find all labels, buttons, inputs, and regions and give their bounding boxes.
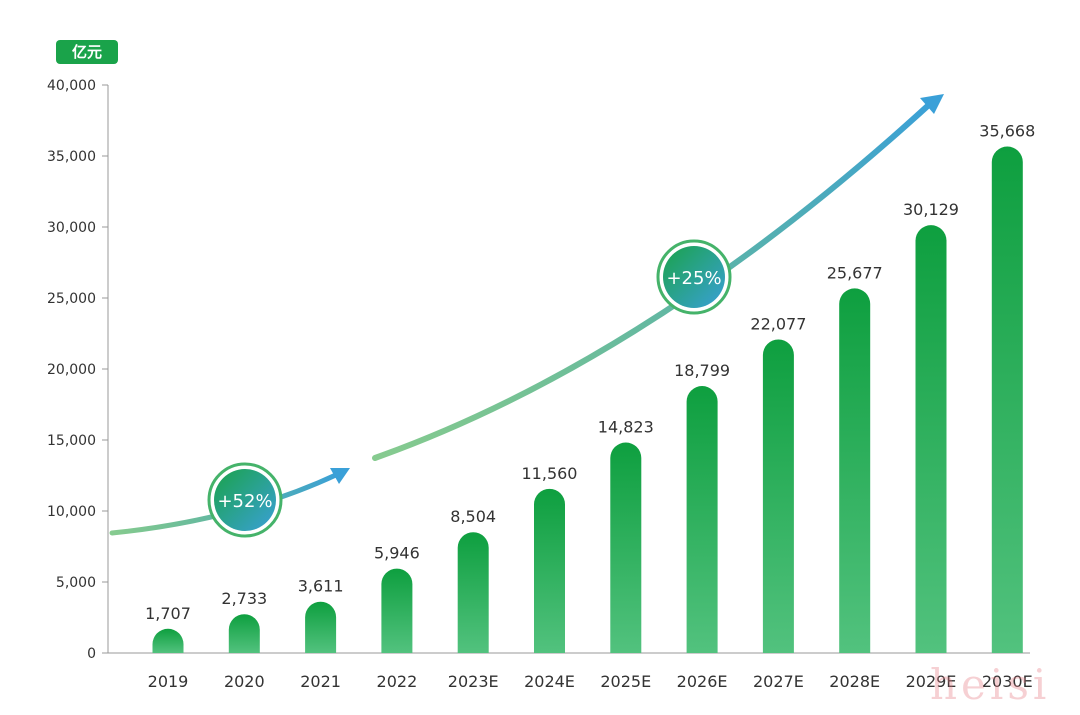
value-label: 5,946 — [374, 544, 420, 563]
bar-2025e — [610, 442, 642, 653]
value-label: 2,733 — [221, 589, 267, 608]
y-tick-label: 40,000 — [47, 78, 96, 94]
bar-2019 — [152, 628, 184, 653]
watermark: heisi — [930, 660, 1051, 709]
y-tick-label: 5,000 — [56, 575, 96, 591]
value-label: 8,504 — [450, 507, 496, 526]
x-tick-label: 2022 — [377, 672, 418, 691]
value-label: 30,129 — [903, 200, 959, 219]
y-tick-label: 25,000 — [47, 291, 96, 307]
growth-badge-label: +52% — [217, 491, 272, 512]
x-tick-label: 2027E — [753, 672, 804, 691]
growth-arrow-1-head — [330, 468, 350, 484]
y-tick-label: 35,000 — [47, 149, 96, 165]
growth-badge-label: +25% — [666, 268, 721, 289]
x-tick-label: 2030E — [982, 672, 1033, 691]
value-label: 22,077 — [750, 315, 806, 334]
x-tick-label: 2026E — [677, 672, 728, 691]
bar-2027e — [762, 339, 794, 653]
bar-2026e — [686, 386, 718, 653]
y-tick-label: 10,000 — [47, 504, 96, 520]
value-label: 25,677 — [827, 263, 883, 282]
x-tick-label: 2019 — [148, 672, 189, 691]
unit-label: 亿元 — [56, 40, 118, 64]
growth-arrow-2 — [372, 99, 935, 461]
value-label: 3,611 — [298, 577, 344, 596]
bar-2020 — [228, 614, 260, 653]
x-tick-label: 2021 — [300, 672, 341, 691]
x-tick-label: 2029E — [906, 672, 957, 691]
x-tick-label: 2024E — [524, 672, 575, 691]
growth-badge — [663, 246, 725, 308]
value-label: 14,823 — [598, 418, 654, 437]
value-label: 18,799 — [674, 361, 730, 380]
x-tick-label: 2028E — [829, 672, 880, 691]
growth-arrow-2-head — [920, 94, 944, 114]
growth-badge — [214, 469, 276, 531]
y-tick-label: 30,000 — [47, 220, 96, 236]
bar-2022 — [381, 568, 413, 653]
bars — [152, 146, 1023, 653]
bar-2029e — [915, 225, 947, 653]
x-tick-label: 2025E — [600, 672, 651, 691]
x-tick-label: 2023E — [448, 672, 499, 691]
y-tick-label: 20,000 — [47, 362, 96, 378]
labels: 1,707 2019 2,733 2020 3,611 2021 5,946 2022 8,50… — [145, 122, 1035, 691]
bar-2030e — [991, 146, 1023, 653]
value-label: 11,560 — [522, 464, 578, 483]
y-tick-label: 0 — [87, 646, 96, 662]
axes: 0 5,000 10,000 15,000 20,000 25,000 30,000 35,0… — [47, 78, 1030, 662]
bar-2028e — [839, 288, 871, 653]
bar-2023e — [457, 532, 489, 653]
y-tick-label: 15,000 — [47, 433, 96, 449]
value-label: 35,668 — [979, 122, 1035, 141]
growth-arrows: +52% +25% — [109, 94, 944, 538]
bar-2024e — [534, 488, 565, 653]
value-label: 1,707 — [145, 604, 191, 623]
bar-2021 — [305, 601, 337, 653]
x-tick-label: 2020 — [224, 672, 265, 691]
